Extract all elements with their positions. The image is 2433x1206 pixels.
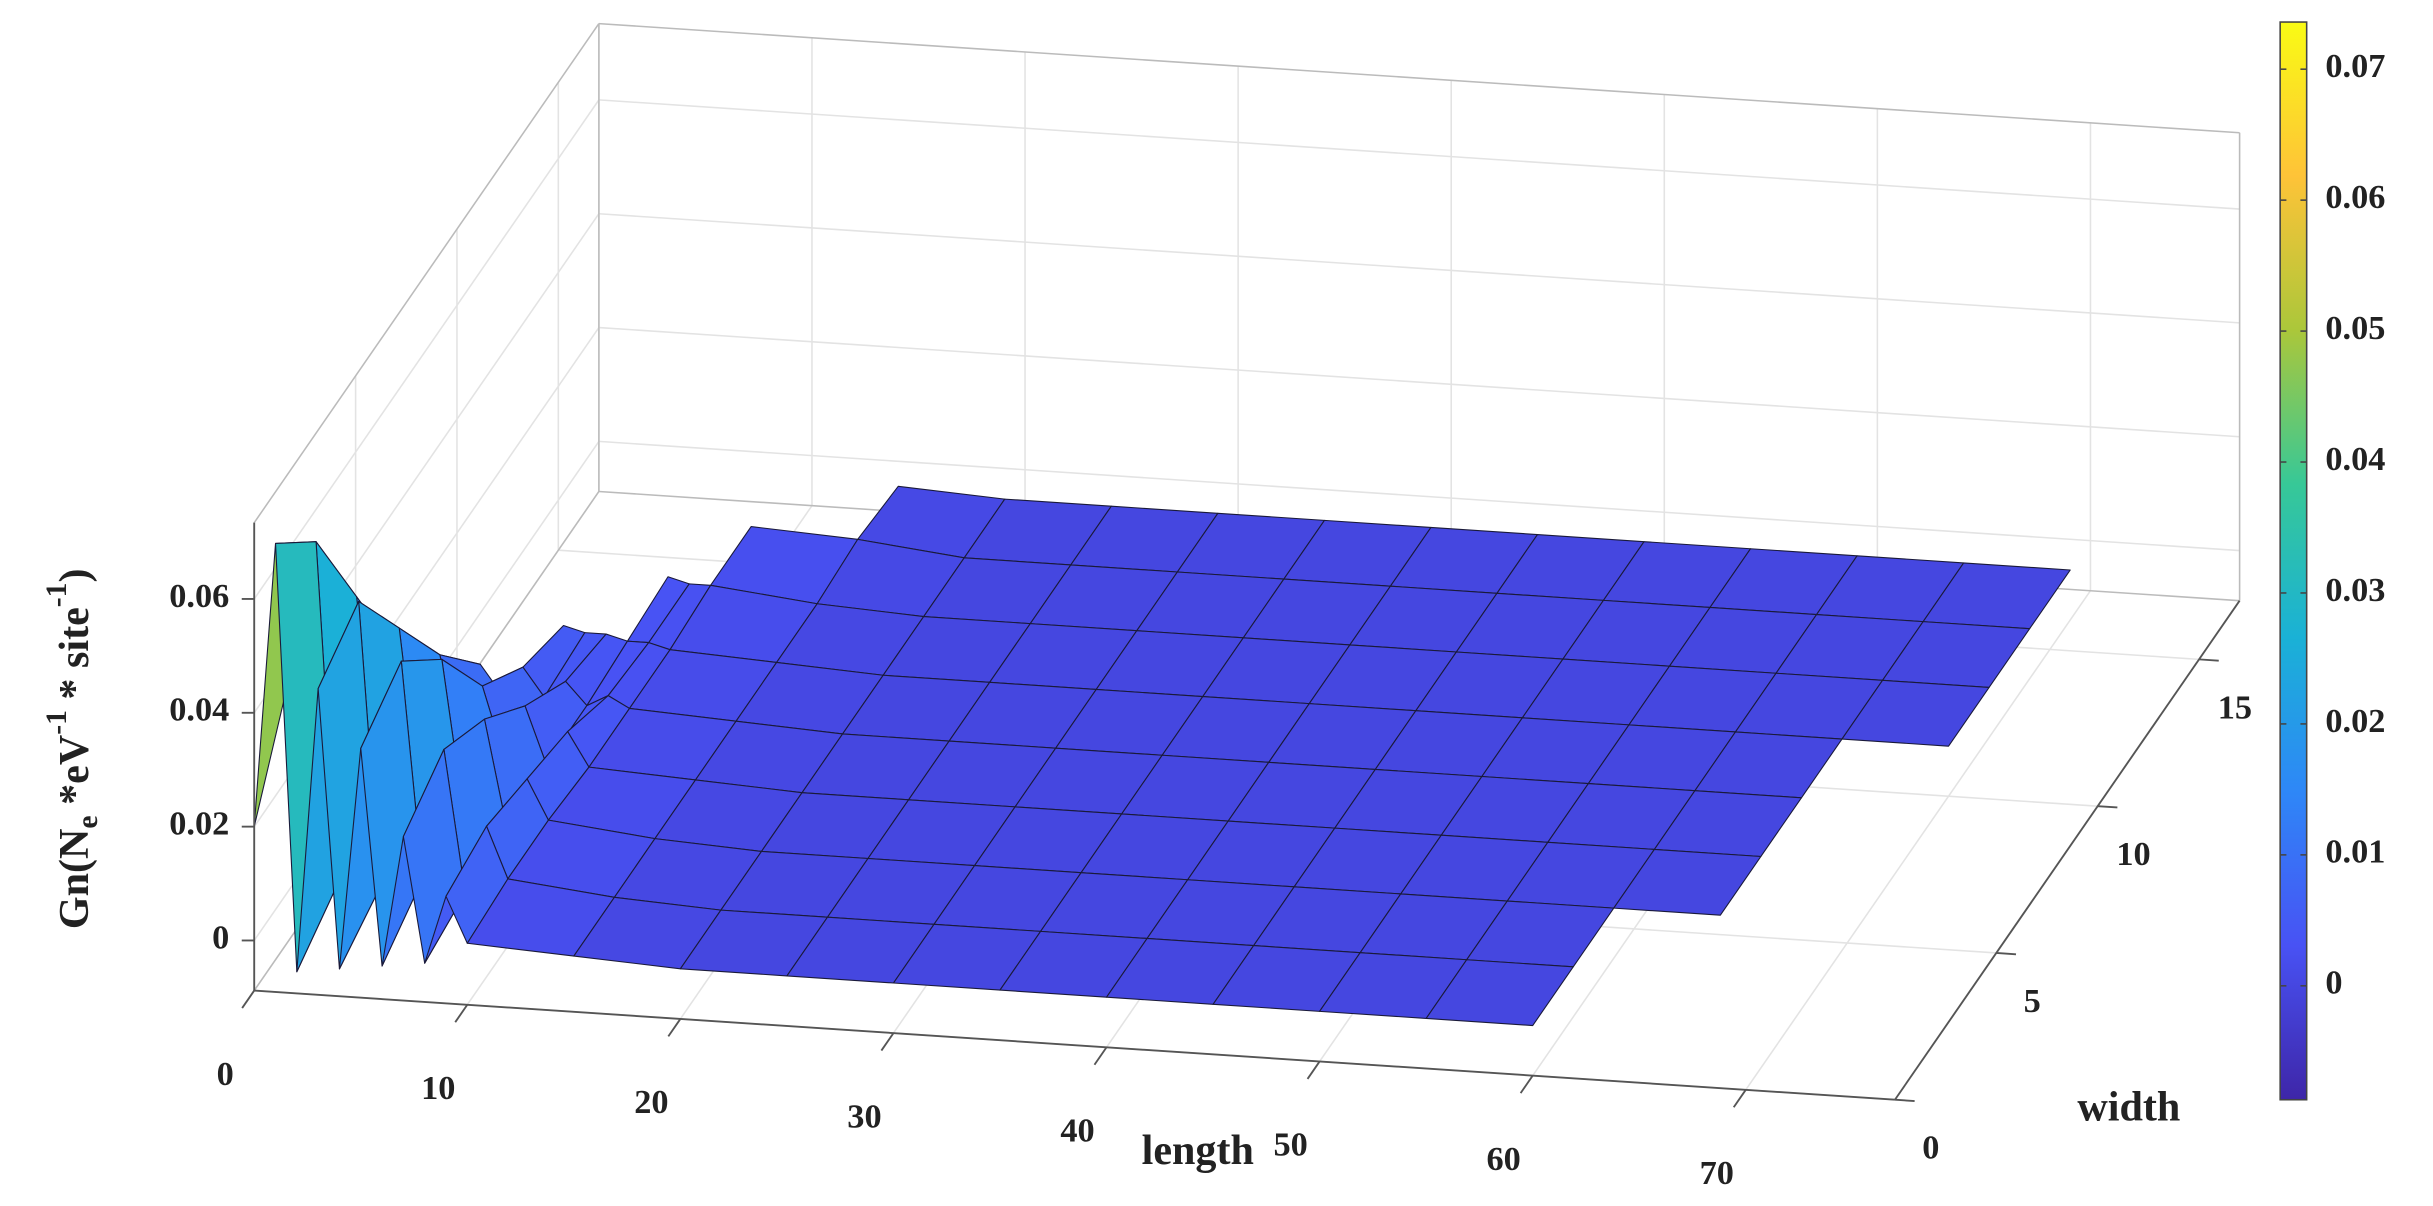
x-tick-label: 60	[1487, 1140, 1521, 1178]
colorbar-tick-label: 0.01	[2325, 833, 2385, 871]
z-label-sup: -1	[41, 710, 73, 735]
x-tick	[1093, 1046, 1108, 1066]
grid-line	[1745, 590, 2092, 1091]
z-label-sup: -1	[41, 583, 73, 608]
x-tick	[667, 1018, 682, 1037]
colorbar-tick-label: 0.04	[2325, 440, 2385, 478]
z-label-part: *eV	[51, 735, 98, 816]
surface-face	[1613, 848, 1762, 916]
x-tick	[1306, 1060, 1321, 1080]
z-label-part: * site	[51, 607, 98, 710]
y-tick-label: 5	[2024, 982, 2041, 1020]
x-tick	[1732, 1089, 1747, 1108]
y-tick-label: 0	[1922, 1129, 1939, 1167]
surface-face	[1425, 959, 1574, 1027]
x-tick-label: 30	[847, 1097, 881, 1135]
z-label-sub: e	[72, 815, 104, 828]
x-axis-line	[254, 989, 1895, 1101]
x-tick-label: 50	[1273, 1126, 1307, 1164]
axes: 0 10 20 30 40 50 60 70 0 5 10 15 0 0.02 0.04 0.06	[169, 522, 2252, 1192]
colorbar: 0 0.01 0.02 0.03 0.04 0.05 0.06 0.07	[2279, 21, 2385, 1101]
x-tick-label: 40	[1060, 1112, 1094, 1150]
z-label-part: Gn(N	[51, 829, 98, 930]
y-tick	[2097, 805, 2118, 809]
x-tick	[454, 1004, 469, 1023]
y-tick	[2198, 658, 2219, 662]
colorbar-tick-label: 0.02	[2325, 702, 2385, 740]
colorbar-tick-label: 0.03	[2325, 571, 2385, 609]
x-tick	[1519, 1075, 1534, 1094]
x-axis-label: length	[1142, 1127, 1254, 1174]
colorbar-tick-label: 0.05	[2325, 309, 2385, 347]
x-tick	[880, 1032, 895, 1052]
y-axis-label: width	[2077, 1083, 2180, 1130]
y-tick	[1894, 1098, 1915, 1102]
x-tick-label: 20	[634, 1083, 668, 1121]
colorbar-tick-label: 0	[2325, 964, 2342, 1002]
z-label-part: )	[51, 568, 98, 582]
surface-face	[1841, 679, 1990, 747]
colorbar-tick-label: 0.07	[2325, 47, 2385, 85]
box-edge	[598, 22, 2240, 134]
x-tick-label: 70	[1700, 1154, 1734, 1192]
z-axis-label: Gn(Ne *eV-1 * site-1)	[41, 568, 104, 929]
y-axis-line	[1894, 600, 2241, 1101]
z-tick-label: 0.06	[169, 577, 229, 615]
z-tick-label: 0.04	[169, 691, 229, 729]
x-tick-label: 10	[421, 1069, 455, 1107]
box-edge	[253, 23, 600, 524]
grid-line	[598, 440, 2240, 552]
grid-line	[598, 212, 2240, 324]
y-tick-label: 10	[2116, 835, 2150, 873]
z-tick-label: 0.02	[169, 805, 229, 843]
y-tick	[1996, 952, 2017, 956]
grid-line	[598, 326, 2240, 438]
grid-line	[253, 99, 600, 600]
y-tick-label: 15	[2218, 688, 2252, 726]
x-tick-label: 0	[217, 1055, 234, 1093]
grid-line	[598, 99, 2240, 210]
z-tick-label: 0	[212, 918, 229, 956]
colorbar-gradient	[2279, 21, 2308, 1101]
surface	[253, 485, 2071, 1027]
colorbar-tick-label: 0.06	[2325, 178, 2385, 216]
x-tick	[241, 990, 255, 1009]
